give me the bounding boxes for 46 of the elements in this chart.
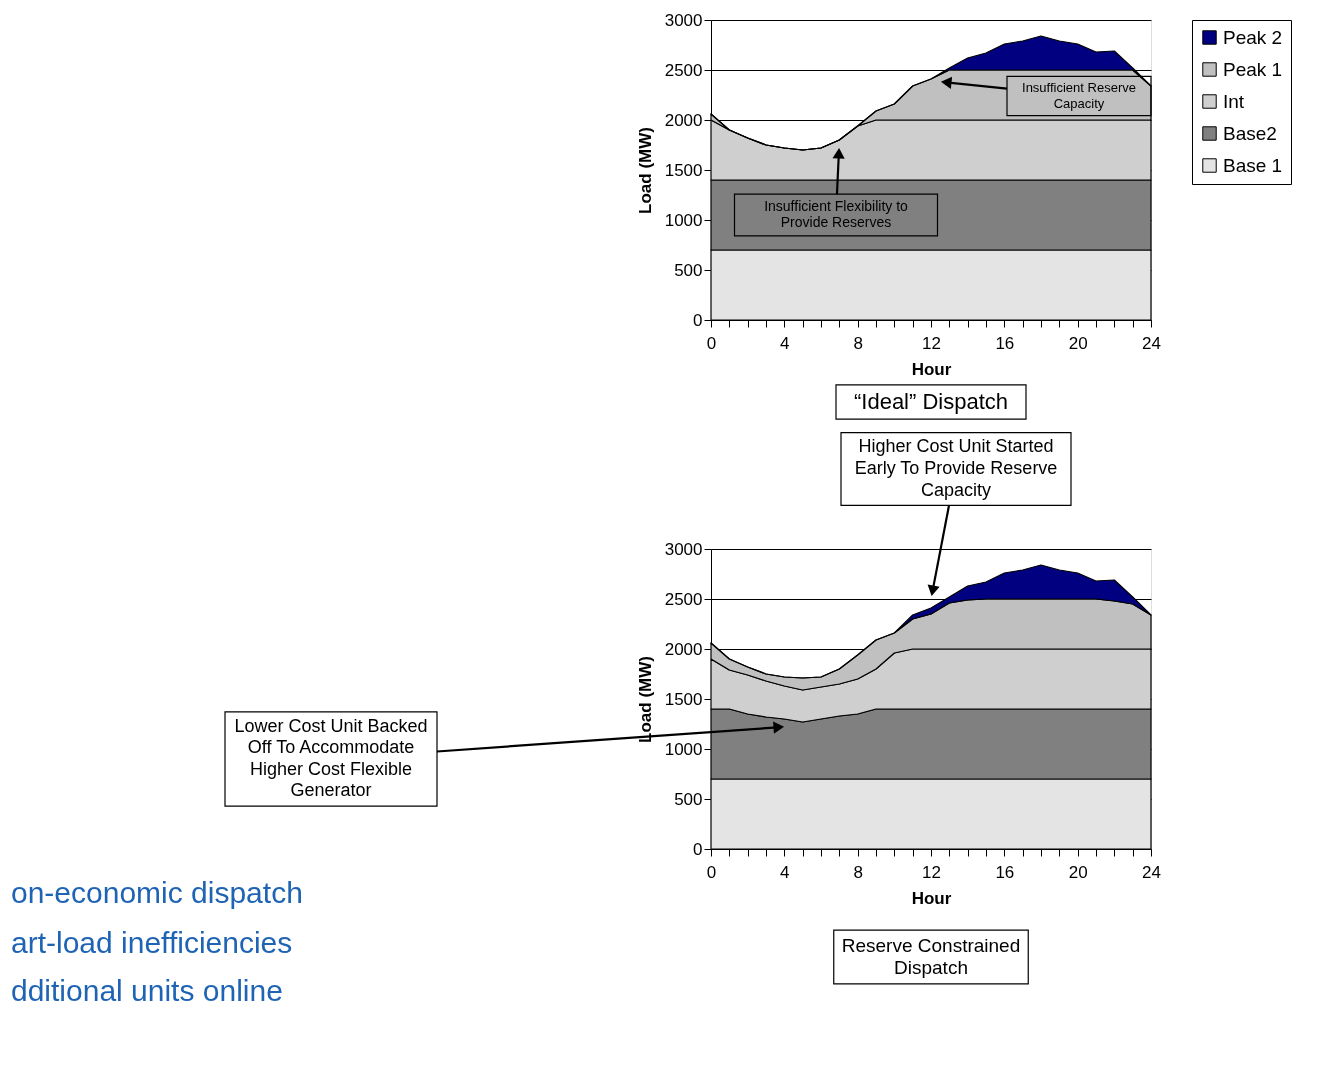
text: dditional units online xyxy=(11,974,283,1007)
x-tick-label: 24 xyxy=(1142,862,1161,882)
legend-label: Peak 1 xyxy=(1223,58,1283,80)
x-tick-label: 8 xyxy=(853,862,863,882)
legend-label: Base2 xyxy=(1223,122,1277,144)
legend-label: Base 1 xyxy=(1223,154,1283,176)
y-tick-label: 2000 xyxy=(664,639,703,659)
y-tick-label: 500 xyxy=(674,260,703,280)
x-tick-label: 12 xyxy=(922,333,941,353)
y-tick-label: 1000 xyxy=(664,210,703,230)
y-tick-label: 1500 xyxy=(664,160,703,180)
text: Reserve Constrained Dispatch xyxy=(841,934,1021,979)
x-axis-title: Hour xyxy=(911,888,952,908)
y-tick-label: 1000 xyxy=(664,739,703,759)
x-tick-label: 0 xyxy=(706,862,717,882)
y-tick-label: 2500 xyxy=(664,589,703,609)
annotation: Insufficient Reserve Capacity xyxy=(1022,80,1136,111)
text: Lower Cost Unit Backed Off To Accommodate Higher Cost Flexible Generator xyxy=(234,715,428,801)
x-tick-label: 8 xyxy=(853,333,863,353)
x-tick-label: 16 xyxy=(995,862,1015,882)
x-tick-label: 20 xyxy=(1068,333,1088,353)
y-tick-label: 3000 xyxy=(664,10,703,30)
text: art-load inefficiencies xyxy=(11,926,293,959)
legend-label: Int xyxy=(1223,90,1245,112)
y-axis-title: Load (MW) xyxy=(635,656,655,743)
x-tick-label: 20 xyxy=(1068,862,1088,882)
x-axis-title: Hour xyxy=(911,359,952,379)
x-tick-label: 4 xyxy=(780,862,790,882)
y-axis-title: Load (MW) xyxy=(635,127,655,214)
y-tick-label: 3000 xyxy=(664,539,703,559)
y-tick-label: 1500 xyxy=(664,689,703,709)
y-tick-label: 2000 xyxy=(664,110,703,130)
y-tick-label: 500 xyxy=(674,789,703,809)
y-tick-label: 0 xyxy=(693,839,703,859)
x-tick-label: 12 xyxy=(922,862,941,882)
legend-label: Peak 2 xyxy=(1223,26,1283,48)
annotation: Insufficient Flexibility to Provide Reserves xyxy=(764,197,909,231)
y-tick-label: 0 xyxy=(693,310,703,330)
x-tick-label: 0 xyxy=(706,333,717,353)
x-tick-label: 24 xyxy=(1142,333,1161,353)
x-tick-label: 16 xyxy=(995,333,1015,353)
y-tick-label: 2500 xyxy=(664,60,703,80)
text: on-economic dispatch xyxy=(11,876,303,909)
text: “Ideal” Dispatch xyxy=(853,389,1009,414)
text: Higher Cost Unit Started Early To Provide Reserve Capacity xyxy=(854,436,1058,500)
x-tick-label: 4 xyxy=(780,333,790,353)
